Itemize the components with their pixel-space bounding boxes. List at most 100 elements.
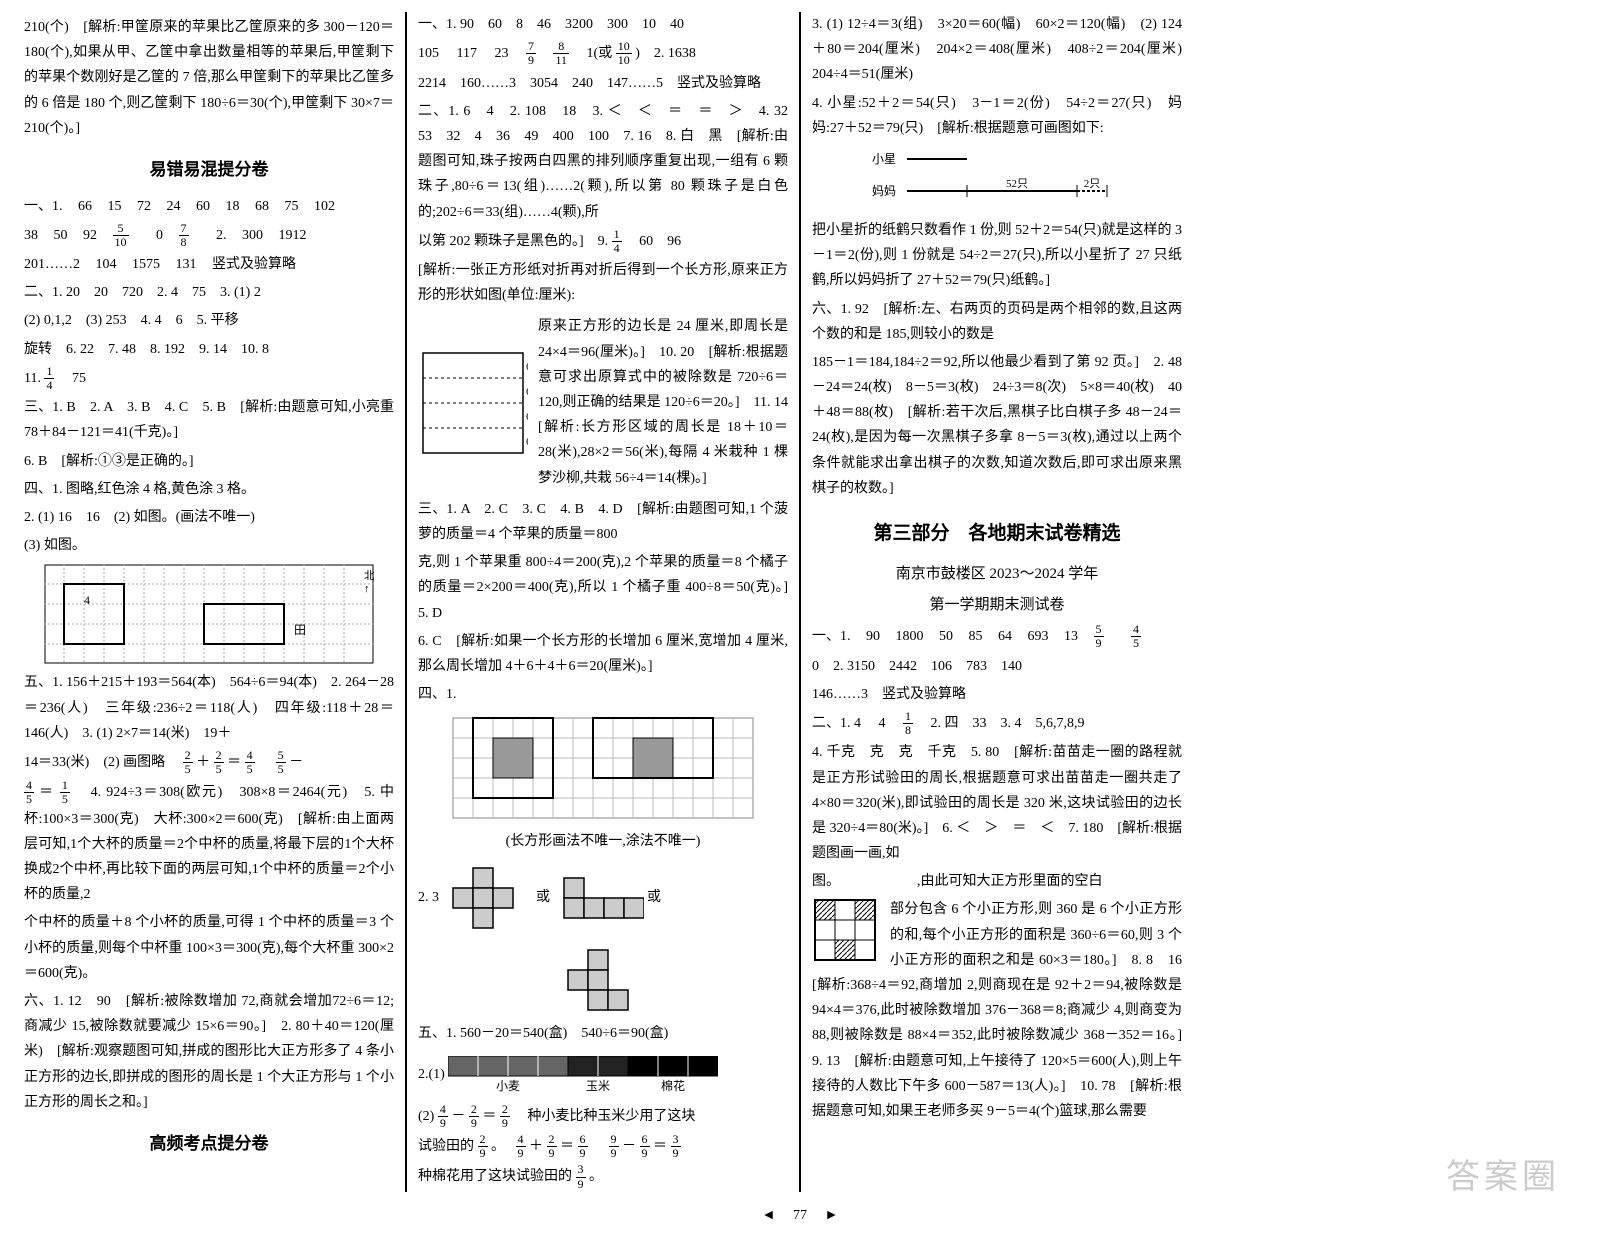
t: 4 bbox=[879, 716, 886, 731]
t: 117 bbox=[457, 46, 477, 61]
fr: 1010 bbox=[616, 40, 632, 67]
c1-q4-2: 2. (1) 16 16 (2) 如图。(画法不唯一) bbox=[24, 505, 394, 530]
c3-q5-5: 种棉花用了这块试验田的 39 。 bbox=[418, 1163, 788, 1190]
t: 300 bbox=[242, 228, 263, 243]
fr: 39 bbox=[671, 1133, 681, 1160]
svg-text:6: 6 bbox=[526, 386, 528, 398]
c3-line-diagram: 小星 妈妈 52只 2只 bbox=[867, 147, 1127, 212]
c2-square-fig: 6 6 6 6 24 bbox=[418, 348, 528, 458]
fr: 39 bbox=[576, 1163, 586, 1190]
c1-title: 易错易混提分卷 bbox=[24, 155, 394, 186]
t: 图。 ,由此可知大正方形里面的空白 bbox=[812, 874, 1103, 889]
c4-g2-2: 4. 千克 克 克 千克 5. 80 [解析:苗苗走一圈的路程就是正方形试验田的… bbox=[812, 740, 1182, 866]
t: 13 bbox=[1064, 629, 1078, 644]
fr: 55 bbox=[276, 749, 286, 776]
c2-h2-3: [解析:一张正方形纸对折再对折后得到一个长方形,原来正方形的形状如图(单位:厘米… bbox=[418, 258, 788, 308]
c3-q6-1: 六、1. 92 [解析:左、右两页的页码是两个相邻的数,且这两个数的和是 185… bbox=[812, 297, 1182, 347]
c3-q5-1: 五、1. 560－20＝540(盒) 540÷6＝90(盒) bbox=[418, 1021, 788, 1046]
c1-q3-2: 6. B [解析:①③是正确的。] bbox=[24, 449, 394, 474]
fr: 29 bbox=[500, 1103, 510, 1130]
t: 以第 202 颗珠子是黑色的。] 9. bbox=[418, 234, 608, 249]
page-number: 77 bbox=[793, 1208, 807, 1223]
c4-g2-1: 二、1. 4 4 18 2. 四 33 3. 4 5,6,7,8,9 bbox=[812, 710, 1182, 737]
c1-q3-1: 三、1. B 2. A 3. B 4. C 5. B [解析:由题意可知,小亮重… bbox=[24, 395, 394, 445]
t: － bbox=[622, 1139, 636, 1154]
c1-q1-l2: 38 50 92 510 0 78 2. 300 1912 bbox=[24, 222, 394, 249]
c3-q5-2: 2.(1) 小麦 玉米 棉花 bbox=[418, 1050, 788, 1100]
c1-q2-2: (2) 0,1,2 (3) 253 4. 4 6 5. 平移 bbox=[24, 308, 394, 333]
c2-h2-4: 原来正方形的边长是 24 厘米,即周长是 24×4＝96(厘米)。] 10. 2… bbox=[538, 314, 788, 490]
t: 85 bbox=[969, 629, 983, 644]
t: 2.(1) bbox=[418, 1067, 445, 1082]
svg-text:棉花: 棉花 bbox=[661, 1078, 685, 1093]
t: 2. bbox=[418, 891, 429, 906]
c1-q4-3: (3) 如图。 bbox=[24, 533, 394, 558]
c4-g2-3: 图。 ,由此可知大正方形里面的空白 bbox=[812, 869, 1182, 894]
t: 105 bbox=[418, 46, 439, 61]
svg-text:田: 田 bbox=[294, 623, 306, 637]
fr: 15 bbox=[60, 779, 70, 806]
t: (2) bbox=[418, 1109, 434, 1124]
t: 3 bbox=[432, 891, 439, 906]
t: 2. 四 33 3. 4 5,6,7,8,9 bbox=[931, 716, 1085, 731]
t: 50 bbox=[939, 629, 953, 644]
t: ＝ bbox=[482, 1109, 496, 1124]
t: 。 bbox=[491, 1139, 512, 1154]
t: ＝ bbox=[39, 785, 55, 800]
c1-q2-1: 二、1. 20 20 720 2. 4 75 3. (1) 2 bbox=[24, 280, 394, 305]
t: － bbox=[451, 1109, 465, 1124]
svg-text:↑: ↑ bbox=[364, 583, 370, 595]
c3-grid-fig bbox=[448, 713, 758, 823]
svg-text:6: 6 bbox=[526, 436, 528, 448]
t bbox=[258, 755, 272, 770]
t: 201……2 bbox=[24, 257, 80, 272]
t: 60 bbox=[196, 199, 210, 214]
t: ＝ bbox=[560, 1139, 574, 1154]
t: 2. bbox=[216, 228, 227, 243]
t: 二、1. bbox=[812, 716, 851, 731]
fr: 99 bbox=[609, 1133, 619, 1160]
tetromino-2 bbox=[554, 873, 644, 923]
t: 竖式及验算略 bbox=[212, 257, 296, 272]
c4-sq-fig bbox=[812, 897, 882, 967]
c3-q5-6: 3. (1) 12÷4＝3(组) 3×20＝60(幅) 60×2＝120(幅) … bbox=[812, 12, 1182, 88]
t: ＝ bbox=[227, 755, 241, 770]
t: 种棉花用了这块试验田的 bbox=[418, 1169, 572, 1184]
c2-h1-1: 一、1. 90 60 8 46 3200 300 10 40 bbox=[418, 12, 788, 37]
c1-q5-2: 14＝33(米) (2) 画图略 25 ＋ 25 ＝ 45 55 － bbox=[24, 749, 394, 776]
t: 75 bbox=[72, 371, 86, 386]
t: 18 bbox=[226, 199, 240, 214]
c3-q4-2: 2. 3 或 或 bbox=[418, 857, 788, 939]
fr: 29 bbox=[478, 1133, 488, 1160]
arrow-left-icon: ◄ bbox=[762, 1203, 776, 1228]
c4-part: 第三部分 各地期末试卷精选 bbox=[812, 517, 1182, 551]
t: 131 bbox=[176, 257, 197, 272]
fr: 79 bbox=[526, 40, 536, 67]
crop-bar: 小麦 玉米 棉花 bbox=[448, 1056, 718, 1094]
c3-p2: 6. C [解析:如果一个长方形的长增加 6 厘米,宽增加 4 厘米,那么周长增… bbox=[418, 629, 788, 679]
c1-q1-l3: 201……2 104 1575 131 竖式及验算略 bbox=[24, 252, 394, 277]
svg-text:6: 6 bbox=[526, 361, 528, 373]
c2-h2-2: 以第 202 颗珠子是黑色的。] 9. 14 60 96 bbox=[418, 228, 788, 255]
c4-p1: 185－1＝184,184÷2＝92,所以他最少看到了第 92 页。] 2. 4… bbox=[812, 350, 1182, 501]
c1-q5-1: 五、1. 156＋215＋193＝564(本) 564÷6＝94(本) 2. 2… bbox=[24, 670, 394, 746]
c1-grid-fig: 4 田 北 ↑ bbox=[44, 564, 374, 664]
c2-h1-3: 2214 160……3 3054 240 147……5 竖式及验算略 bbox=[418, 71, 788, 96]
t: 一、1. bbox=[812, 629, 851, 644]
t: 693 bbox=[1028, 629, 1049, 644]
t: 14＝33(米) (2) 画图略 bbox=[24, 755, 179, 770]
fr: 25 bbox=[214, 749, 224, 776]
c3-p1: 克,则 1 个苹果重 800÷4＝200(克),2 个苹果的质量＝8 个橘子的质… bbox=[418, 550, 788, 626]
fr: 25 bbox=[183, 749, 193, 776]
t: ) 2. 1638 bbox=[635, 46, 696, 61]
t: 64 bbox=[998, 629, 1012, 644]
c3-q4-0: 四、1. bbox=[418, 682, 788, 707]
t: ＝ bbox=[653, 1139, 667, 1154]
c2-p1: 个中杯的质量＋8 个小杯的质量,可得 1 个中杯的质量＝3 个小杯的质量,则每个… bbox=[24, 910, 394, 986]
t: 72 bbox=[137, 199, 151, 214]
page-footer: ◄ 77 ► bbox=[0, 1203, 1600, 1228]
t: 75 bbox=[285, 199, 299, 214]
c1-q4-1: 四、1. 图略,红色涂 4 格,黄色涂 3 格。 bbox=[24, 477, 394, 502]
t: 24 bbox=[167, 199, 181, 214]
fr: 18 bbox=[903, 710, 913, 737]
